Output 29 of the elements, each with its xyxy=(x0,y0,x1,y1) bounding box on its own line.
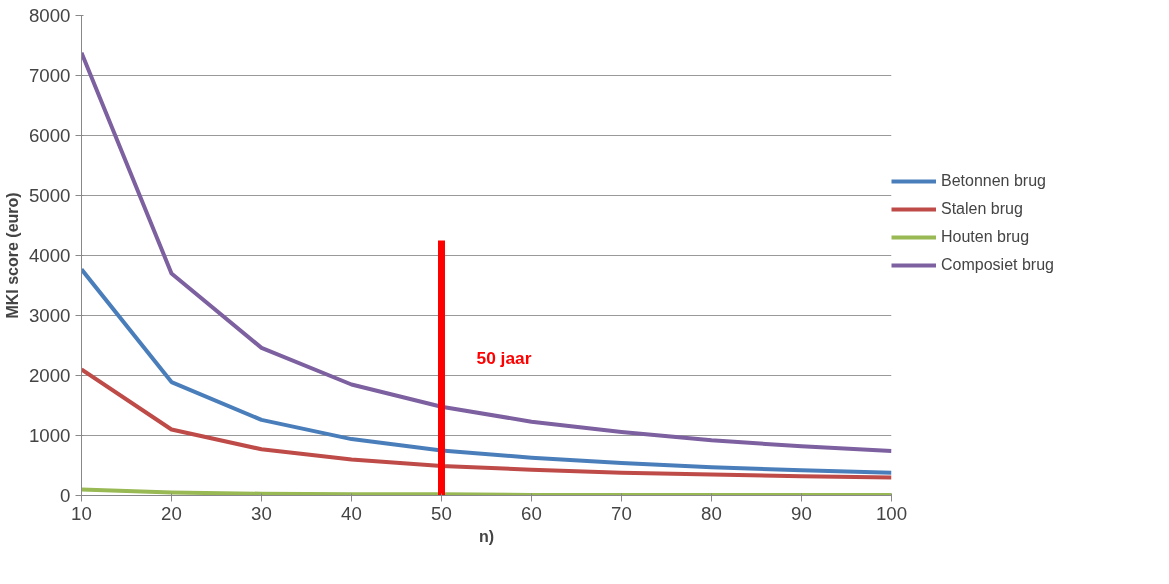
x-tick-label: 90 xyxy=(791,502,812,524)
x-tick-label: 70 xyxy=(611,502,632,524)
annotation: 50 jaar xyxy=(476,348,532,368)
y-tick-label: 0 xyxy=(60,485,71,506)
y-tick-label: 6000 xyxy=(29,125,71,146)
x-tick-label: 20 xyxy=(161,502,182,524)
y-tick-label: 2000 xyxy=(29,365,71,386)
y-axis-title: MKI score (euro) xyxy=(4,192,21,319)
x-tick-label: 30 xyxy=(251,502,272,524)
legend-label: Composiet brug xyxy=(941,256,1054,274)
y-tick-label: 8000 xyxy=(29,5,71,26)
y-tick-label: 5000 xyxy=(29,185,71,206)
y-tick-label: 1000 xyxy=(29,425,71,446)
y-tick-label: 4000 xyxy=(29,245,71,266)
x-tick-label: 40 xyxy=(341,502,362,524)
x-tick-label: 60 xyxy=(521,502,542,524)
legend-label: Houten brug xyxy=(941,228,1030,246)
line-series xyxy=(81,50,892,454)
y-tick-label: 3000 xyxy=(29,305,71,326)
legend-label: Stalen brug xyxy=(941,200,1023,218)
x-axis-title: n) xyxy=(478,527,495,545)
x-tick-label: 50 xyxy=(431,502,452,524)
x-tick-label: 100 xyxy=(875,502,908,524)
y-tick-label: 7000 xyxy=(29,65,71,86)
x-tick-label: 10 xyxy=(71,502,92,524)
line-series xyxy=(81,267,892,475)
legend-label: Betonnen brug xyxy=(941,172,1046,190)
line-series xyxy=(81,367,892,480)
x-tick-label: 80 xyxy=(701,502,722,524)
